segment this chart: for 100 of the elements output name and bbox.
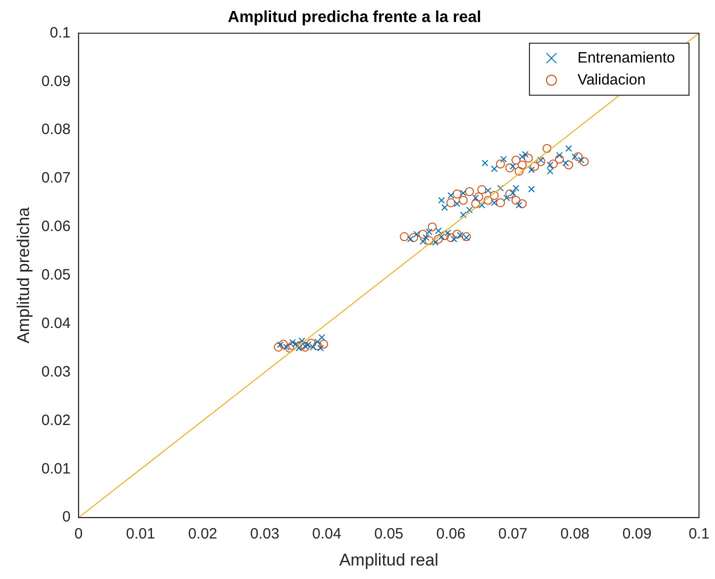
y-tick-label: 0.1 (50, 24, 71, 42)
point (518, 153, 526, 160)
point (298, 337, 306, 344)
point (434, 234, 443, 244)
point (510, 163, 516, 170)
point (464, 187, 474, 196)
point (490, 199, 498, 206)
point (578, 156, 584, 164)
point (302, 342, 308, 350)
point (452, 230, 462, 239)
point (306, 338, 316, 348)
point (572, 153, 578, 160)
point (452, 190, 462, 199)
point (530, 162, 540, 171)
point (537, 156, 544, 164)
point (276, 341, 284, 348)
point (274, 342, 283, 352)
point (510, 190, 516, 196)
point (536, 157, 546, 166)
point (446, 198, 456, 208)
point (556, 152, 563, 159)
point (435, 228, 442, 234)
chart-title: Amplitud predicha frente a la real (228, 9, 482, 26)
point (432, 239, 439, 246)
point (490, 190, 499, 200)
point (511, 196, 520, 205)
point (472, 194, 479, 202)
point (285, 344, 294, 353)
point (471, 199, 480, 208)
x-tick-label: 0.04 (312, 526, 342, 543)
x-tick-label: 0.1 (688, 526, 710, 543)
point (424, 236, 434, 246)
point (490, 166, 498, 172)
y-axis-title: Amplitud predicha (14, 206, 33, 344)
x-tick-label: 0.05 (374, 526, 404, 543)
point (422, 234, 430, 241)
point (514, 166, 524, 176)
point (304, 341, 312, 348)
point (474, 192, 484, 202)
y-tick-label: 0.03 (41, 363, 71, 380)
x-tick-label: 0.03 (250, 526, 280, 543)
point (478, 202, 486, 208)
point (278, 340, 288, 349)
y-tick-label: 0.06 (41, 218, 71, 236)
point (528, 166, 535, 174)
point (296, 344, 302, 352)
point (407, 236, 414, 242)
x-tick-label: 0.01 (126, 526, 156, 543)
x-tick-label: 0.07 (498, 526, 528, 543)
point (562, 160, 569, 166)
point (466, 206, 473, 214)
point (318, 334, 326, 341)
point (400, 232, 409, 242)
point (288, 341, 298, 350)
y-tick-label: 0.01 (41, 460, 71, 478)
legend-label: Validacion (577, 71, 646, 88)
point (314, 338, 321, 346)
point (484, 196, 493, 205)
point (484, 187, 492, 194)
point (441, 204, 448, 211)
y-tick-label: 0.04 (41, 314, 71, 332)
point (458, 196, 468, 205)
point (542, 144, 552, 153)
point (420, 238, 426, 245)
point (477, 185, 486, 194)
point (522, 150, 529, 158)
x-tick-label: 0.06 (436, 526, 466, 543)
x-tick-label: 0.09 (622, 526, 652, 543)
point (418, 230, 428, 239)
point (505, 163, 514, 172)
point (496, 159, 505, 168)
y-tick-label: 0.05 (41, 266, 71, 284)
point (482, 160, 488, 166)
point (312, 341, 322, 350)
x-tick-label: 0.02 (188, 526, 218, 543)
point (448, 192, 454, 199)
point (460, 190, 467, 196)
point (516, 202, 522, 208)
point (564, 160, 574, 170)
y-tick-label: 0.07 (41, 170, 71, 187)
point (409, 233, 418, 242)
point (512, 184, 520, 192)
x-tick-label: 0 (74, 526, 83, 543)
x-axis-title: Amplitud real (339, 550, 438, 570)
point (496, 198, 505, 208)
x-tick-label: 0.08 (560, 526, 590, 543)
point (511, 156, 520, 165)
point (460, 212, 467, 218)
point (456, 232, 464, 239)
point (450, 236, 458, 242)
point (518, 160, 527, 170)
point (426, 228, 432, 236)
point (505, 190, 514, 199)
legend-label: Entrenamiento (577, 49, 676, 66)
point (503, 194, 510, 202)
point (446, 233, 456, 242)
point (554, 154, 564, 164)
point (292, 340, 300, 348)
point (565, 145, 572, 152)
point (297, 340, 306, 350)
